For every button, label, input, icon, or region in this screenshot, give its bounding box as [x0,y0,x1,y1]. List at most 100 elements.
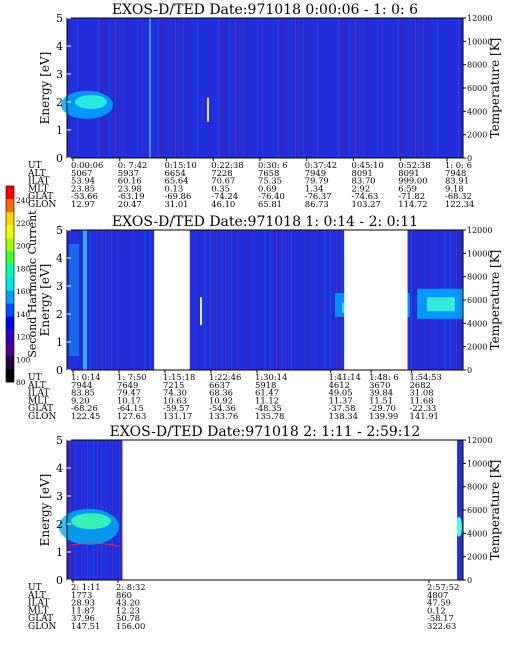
ephemeris-cell: 0:22:38 [211,160,243,170]
plasma-band-core [427,297,455,312]
ephemeris-cell: 68.36 [209,388,233,398]
y-tick-label: 1 [56,124,63,137]
y2-axis-label: Temperature [K] [488,38,502,139]
ephemeris-cell: 31.08 [410,388,434,398]
ephemeris-row-label: MLT [28,396,48,406]
y-tick-label: 5 [56,224,63,237]
colorbar-tick-label: 200 [16,242,31,251]
trace-line [71,542,120,547]
ephemeris-cell: 999.00 [398,176,427,186]
ephemeris-cell: 2: 1:11 [71,582,101,592]
ephemeris-row-label: MLT [28,184,48,194]
ephemeris-cell: 8091 [352,168,373,178]
ephemeris-cell: 9.20 [71,395,90,405]
ephemeris-cell: 10.92 [209,395,233,405]
ephemeris-row-label: ALT [27,381,46,391]
colorbar-tick-label: 240 [16,196,31,205]
ephemeris-row-label: ALT [27,591,46,601]
ephemeris-cell: 7649 [117,380,138,390]
stripe [69,244,79,356]
panel-3: EXOS-D/TED Date:971018 2: 1:11 - 2:59:12… [27,424,502,632]
ephemeris-cell: 10.17 [117,395,141,405]
ephemeris-cell: 0:52:38 [398,160,430,170]
ephemeris-cell: 2:57:52 [427,582,459,592]
y-tick-label: 3 [56,280,63,293]
y-tick-label: 4 [56,252,63,265]
data-gap [344,230,408,370]
colorbar-segment [6,277,14,291]
ephemeris-cell: -22.33 [410,403,437,413]
ephemeris-cell: 86.73 [305,199,329,209]
ephemeris-row-label: ILAT [28,389,50,399]
ephemeris-cell: -74.24 [211,191,238,201]
ephemeris-cell: 7658 [258,168,279,178]
ephemeris-row-label: GLAT [28,614,53,624]
ephemeris-cell: 322.63 [427,621,456,631]
colorbar-segment [6,238,14,252]
ephemeris-cell: 47.59 [427,598,451,608]
y2-tick-label: 12000 [467,436,492,445]
y-tick-label: 2 [56,308,63,321]
ephemeris-cell: 122.34 [445,199,474,209]
ephemeris-cell: 11.51 [369,395,393,405]
ephemeris-cell: 0:37:42 [305,160,337,170]
ephemeris-cell: 3670 [369,380,390,390]
colorbar-tick-label: 180 [16,264,31,273]
ephemeris-cell: 7215 [163,380,184,390]
ephemeris-row-label: UT [28,161,42,171]
ephemeris-cell: -74.63 [352,191,379,201]
y-tick-label: 3 [56,68,63,81]
y-tick-label: 0 [56,364,63,377]
ephemeris-cell: -64.15 [117,403,144,413]
spike-mark [200,297,202,326]
ephemeris-cell: 0:30: 6 [258,160,288,170]
ephemeris-row-label: ILAT [28,599,50,609]
colorbar-segment [6,342,14,357]
ephemeris-cell: 31.01 [165,199,189,209]
ephemeris-cell: 65.64 [165,176,189,186]
ephemeris-row-label: GLON [28,200,57,210]
ephemeris-cell: 11.87 [71,605,95,615]
ephemeris-cell: 127.63 [117,411,146,421]
ephemeris-cell: 83.91 [445,176,469,186]
ephemeris-cell: -48.35 [255,403,282,413]
stripe [83,230,87,370]
y-tick-label: 2 [56,96,63,109]
ephemeris-cell: 131.17 [163,411,192,421]
ephemeris-cell: 122.45 [71,411,100,421]
spectrogram [67,230,463,370]
y-axis-label: Energy [eV] [38,474,52,547]
y-tick-label: 5 [56,434,63,447]
ephemeris-row-label: GLAT [28,192,53,202]
ephemeris-cell: 28.93 [71,598,95,608]
ephemeris-cell: 23.85 [71,183,95,193]
ephemeris-cell: 0: 7:42 [118,160,148,170]
panel-1: EXOS-D/TED Date:971018 0:00:06 - 1: 0: 6… [27,2,502,210]
colorbar: 240 220 200 180 160 140 120 100 80 Second Harmoni… [5,185,39,387]
ephemeris-cell: 7948 [445,168,466,178]
ephemeris-cell: 7949 [305,168,326,178]
y-tick-label: 2 [56,518,63,531]
ephemeris-cell: 7944 [71,380,92,390]
y-tick-label: 4 [56,462,63,475]
ephemeris-row-label: GLON [28,622,57,632]
ephemeris-cell: 70.67 [211,176,235,186]
ephemeris-cell: 1:15:18 [163,372,195,382]
ephemeris-cell: 0.12 [427,605,446,615]
y2-tick-label: 4000 [467,529,487,538]
ephemeris-cell: 39.84 [369,388,393,398]
y2-tick-label: 0 [467,154,472,163]
y2-tick-label: 2000 [467,343,487,352]
ephemeris-cell: 1:30:14 [255,372,287,382]
colorbar-segment [6,251,14,265]
y2-tick-label: 0 [467,366,472,375]
ephemeris-cell: 5937 [118,168,139,178]
y2-tick-label: 10000 [467,459,492,468]
ephemeris-cell: 2: 8:32 [116,582,146,592]
ephemeris-cell: 5067 [71,168,92,178]
ephemeris-cell: 0.69 [258,183,277,193]
ephemeris-cell: 6654 [165,168,186,178]
data-gap [122,440,458,580]
colorbar-segment [6,212,14,226]
